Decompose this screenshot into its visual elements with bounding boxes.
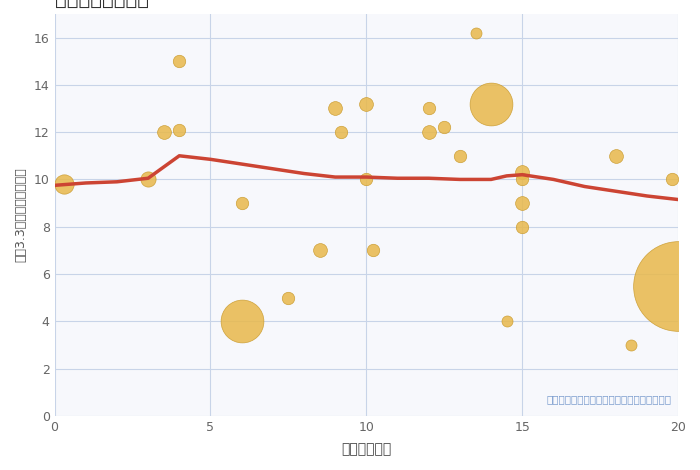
Y-axis label: 坪（3.3㎡）単価（万円）: 坪（3.3㎡）単価（万円） xyxy=(14,167,27,262)
Point xyxy=(454,152,466,159)
Point xyxy=(626,341,637,349)
Point xyxy=(58,180,69,188)
Point xyxy=(236,199,247,207)
Text: 円の大きさは、取引のあった物件面積を示す: 円の大きさは、取引のあった物件面積を示す xyxy=(547,394,672,404)
Point xyxy=(610,152,622,159)
Point xyxy=(666,176,678,183)
Point xyxy=(174,126,185,133)
Point xyxy=(470,29,481,37)
Point xyxy=(517,169,528,176)
Point xyxy=(143,176,154,183)
Point xyxy=(423,128,434,136)
Point xyxy=(360,176,372,183)
Point xyxy=(360,100,372,108)
Point xyxy=(367,247,378,254)
Point xyxy=(174,57,185,65)
Point xyxy=(517,223,528,230)
Point xyxy=(439,124,450,131)
Point xyxy=(673,282,684,290)
Point xyxy=(423,105,434,112)
Point xyxy=(314,247,326,254)
Text: 駅距離別土地価格: 駅距離別土地価格 xyxy=(55,0,148,9)
Point xyxy=(486,100,497,108)
X-axis label: 駅距離（分）: 駅距離（分） xyxy=(341,442,391,456)
Point xyxy=(283,294,294,301)
Point xyxy=(501,318,512,325)
Point xyxy=(517,176,528,183)
Point xyxy=(336,128,347,136)
Point xyxy=(330,105,341,112)
Point xyxy=(236,318,247,325)
Point xyxy=(158,128,169,136)
Point xyxy=(517,199,528,207)
